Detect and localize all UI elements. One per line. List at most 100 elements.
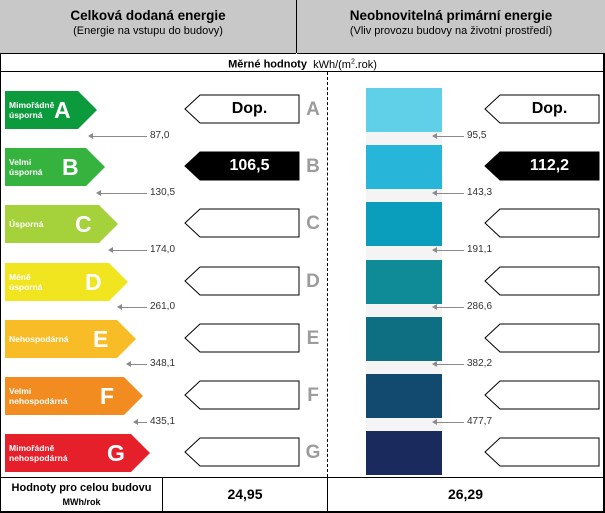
- band-letter-g: G: [107, 440, 125, 467]
- right-threshold-arrow-0: [432, 132, 437, 139]
- right-pointer-value-g: [502, 437, 597, 467]
- right-pointer-shape-e: [484, 323, 600, 353]
- band-label-d: Méně úsporná: [9, 263, 43, 301]
- bottom-divider: [0, 477, 605, 478]
- right-threshold-value-4: 382,2: [467, 358, 493, 370]
- primary-energy-cell-d: [366, 259, 442, 304]
- right-pointer-value-b: 112,2: [529, 157, 570, 175]
- band-label-line2-f: nehospodárná: [9, 396, 68, 406]
- delivered-energy-subtitle: (Energie na vstupu do budovy): [73, 25, 223, 37]
- right-pointer-value-c: [502, 208, 597, 238]
- right-threshold-arrow-4: [432, 361, 437, 368]
- band-shape-b: [5, 148, 105, 187]
- left-pointer-shape-f: [184, 380, 300, 410]
- left-pointer-shape-e: [184, 323, 300, 353]
- left-threshold-line-4: [131, 364, 147, 366]
- energy-class-band-d: Méně úsporná D: [5, 262, 128, 301]
- left-pointer-value-a: Dop.: [231, 100, 268, 117]
- right-threshold-line-5: [437, 421, 464, 423]
- band-letter-a: A: [54, 97, 71, 123]
- band-label-line1-a: Mimořádně: [9, 100, 55, 110]
- right-threshold-value-3: 286,6: [467, 301, 493, 313]
- right-threshold-arrow-1: [432, 189, 437, 196]
- band-shape-c: [5, 205, 118, 244]
- units-label: Měrné hodnoty: [228, 58, 307, 71]
- left-threshold-line-0: [93, 135, 147, 137]
- right-pointer-value-d: [502, 266, 597, 296]
- right-threshold-value-5: 477,7: [467, 415, 493, 427]
- primary-energy-cell-a: [366, 88, 442, 132]
- whole-building-label: Hodnoty pro celou budovu MWh/rok: [1, 478, 162, 511]
- frame-left: [0, 53, 1, 513]
- right-threshold-arrow-2: [432, 246, 437, 253]
- right-threshold-line-4: [437, 364, 464, 366]
- scale-letter-e: E: [306, 327, 320, 349]
- left-threshold-line-2: [113, 249, 147, 251]
- right-threshold-value-0: 95,5: [467, 129, 487, 141]
- band-label-f: Velmi nehospodárná: [9, 377, 68, 415]
- band-shape-a: [5, 91, 97, 129]
- delivered-energy-title: Celková dodaná energie: [70, 8, 226, 23]
- energy-class-band-c: Úsporná C: [5, 205, 118, 244]
- left-threshold-line-5: [138, 421, 147, 423]
- primary-energy-cell-e: [366, 316, 442, 361]
- left-pointer-value-d: [202, 266, 297, 296]
- left-pointer-value-g: [202, 437, 297, 467]
- primary-energy-cell-b: [366, 145, 442, 190]
- left-pointer-shape-b: [184, 151, 300, 181]
- left-pointer-c: [184, 208, 300, 238]
- left-threshold-value-1: 130,5: [150, 186, 176, 198]
- band-arrow-c: [5, 205, 118, 244]
- whole-building-label-text: Hodnoty pro celou budovu: [11, 482, 152, 494]
- band-letter-f: F: [100, 383, 115, 409]
- right-pointer-shape-c: [484, 208, 600, 238]
- band-letter-b: B: [62, 154, 79, 181]
- band-arrow-d: [5, 262, 128, 301]
- right-pointer-shape-b: [484, 151, 600, 181]
- energy-class-band-a: Mimořádně úsporná A: [5, 91, 97, 129]
- band-label-line1-d: Méně: [9, 271, 31, 282]
- bottom-col-divider-2: [327, 477, 328, 512]
- right-pointer-value-e: [502, 323, 597, 353]
- band-shape-f: [5, 377, 143, 415]
- left-pointer-value-c: [202, 208, 297, 238]
- scale-letter-d: D: [306, 270, 320, 292]
- band-label-b: Velmi úsporná: [9, 148, 43, 186]
- right-pointer-g: [484, 437, 600, 467]
- band-label-line1-e: Nehospodárná: [9, 333, 69, 344]
- right-pointer-e: [484, 323, 600, 353]
- left-threshold-value-3: 261,0: [150, 301, 176, 313]
- band-arrow-e: [5, 319, 136, 358]
- scale-letter-g: G: [305, 442, 321, 464]
- left-pointer-value-e: [202, 323, 297, 353]
- energy-class-band-b: Velmi úsporná B: [5, 148, 105, 187]
- right-pointer-f: [484, 380, 600, 410]
- left-threshold-value-4: 348,1: [150, 358, 176, 370]
- left-threshold-arrow-1: [96, 189, 101, 196]
- band-label-line2-a: úsporná: [9, 110, 43, 120]
- delivered-energy-total: 24,95: [227, 486, 263, 502]
- band-label-line1-g: Mimořádně: [9, 443, 55, 454]
- scale-letter-a: A: [306, 99, 320, 120]
- band-shape-g: [5, 434, 150, 473]
- band-label-line1-b: Velmi: [9, 157, 32, 168]
- left-pointer-b: 106,5: [184, 151, 300, 181]
- header-primary-energy: Neobnovitelná primární energie (Vliv pro…: [297, 0, 605, 54]
- right-threshold-arrow-5: [432, 418, 437, 425]
- right-threshold-line-1: [437, 192, 464, 194]
- left-pointer-shape-a: [184, 94, 300, 124]
- energy-class-band-e: Nehospodárná E: [5, 319, 136, 358]
- right-pointer-value-f: [502, 380, 597, 410]
- left-pointer-shape-c: [184, 208, 300, 238]
- left-threshold-line-3: [122, 307, 147, 309]
- left-threshold-arrow-5: [133, 418, 138, 425]
- band-label-line2-d: úsporná: [9, 281, 43, 292]
- band-label-line1-c: Úsporná: [9, 219, 44, 230]
- band-label-g: Mimořádně nehospodárná: [9, 434, 68, 472]
- band-arrow-g: [5, 434, 150, 473]
- left-threshold-arrow-3: [117, 304, 122, 311]
- left-pointer-d: [184, 266, 300, 296]
- left-pointer-value-f: [202, 380, 297, 410]
- left-pointer-f: [184, 380, 300, 410]
